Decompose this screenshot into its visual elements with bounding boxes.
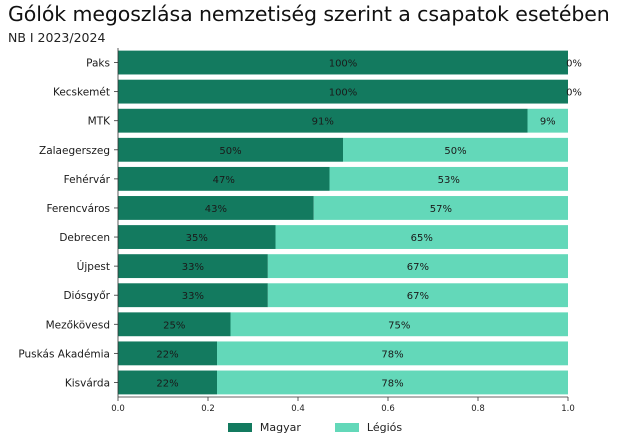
x-tick-label: 1.0: [561, 404, 575, 414]
bar-segment-legios: [527, 108, 568, 133]
bar-segment-legios: [275, 225, 568, 249]
category-label: Zalaegerszeg: [39, 145, 110, 157]
bar-segment-legios: [267, 254, 568, 279]
bar-segment-legios: [343, 137, 568, 162]
data-label: 67%: [407, 291, 429, 302]
data-label: 22%: [156, 378, 178, 389]
x-tick-label: 0.0: [111, 404, 125, 414]
legend-label-magyar: Magyar: [259, 421, 301, 434]
data-label: 53%: [438, 175, 460, 186]
bar-segment-magyar: [118, 137, 343, 162]
chart-subtitle: NB I 2023/2024: [8, 30, 106, 45]
legend-item-magyar: Magyar: [227, 421, 301, 434]
data-label: 43%: [205, 204, 227, 215]
bar-segment-legios: [267, 283, 568, 308]
category-label: Kecskemét: [53, 87, 110, 99]
bar-segment-magyar: [118, 50, 568, 75]
bar-segment-legios: [217, 370, 568, 395]
category-label: Mezőkövesd: [46, 319, 110, 331]
data-label: 67%: [407, 262, 429, 273]
legend-item-legios: Légiós: [334, 421, 403, 434]
data-label: 91%: [312, 117, 334, 128]
legend-swatch-magyar: [227, 423, 252, 432]
x-tick-label: 0.8: [471, 404, 485, 414]
data-label: 9%: [540, 117, 556, 128]
x-tick-label: 0.2: [201, 404, 215, 414]
bar-segment-magyar: [118, 225, 276, 249]
category-label: Kisvárda: [65, 377, 110, 389]
bar-segment-magyar: [118, 196, 314, 220]
data-label: 78%: [381, 378, 403, 389]
data-label: 0%: [566, 88, 582, 99]
data-label: 75%: [388, 320, 410, 331]
data-label: 100%: [329, 59, 358, 70]
category-label: Debrecen: [59, 232, 110, 244]
x-tick-label: 0.6: [381, 404, 395, 414]
data-label: 35%: [186, 233, 208, 244]
data-label: 50%: [444, 146, 466, 157]
chart-title: Gólók megoszlása nemzetiség szerint a cs…: [8, 2, 610, 26]
bar-segment-magyar: [118, 283, 268, 308]
data-label: 78%: [381, 349, 403, 360]
data-label: 33%: [182, 262, 204, 273]
bar-segment-magyar: [118, 254, 268, 279]
category-label: Diósgyőr: [63, 290, 110, 302]
category-label: Puskás Akadémia: [18, 348, 110, 360]
data-label: 100%: [329, 88, 358, 99]
category-label: MTK: [88, 116, 111, 128]
bar-segment-magyar: [118, 108, 528, 133]
category-label: Ferencváros: [46, 203, 110, 215]
bar-segment-magyar: [118, 312, 231, 337]
bar-segment-legios: [217, 341, 568, 366]
category-label: Fehérvár: [64, 174, 111, 186]
category-label: Újpest: [77, 260, 110, 273]
legend: Magyar Légiós: [0, 421, 630, 434]
data-label: 33%: [182, 291, 204, 302]
legend-label-legios: Légiós: [366, 421, 403, 434]
data-label: 47%: [213, 175, 235, 186]
x-tick-label: 0.4: [291, 404, 305, 414]
bar-segment-magyar: [118, 370, 217, 395]
data-label: 57%: [430, 204, 452, 215]
category-label: Paks: [86, 58, 110, 70]
bar-segment-legios: [230, 312, 568, 337]
bar-segment-legios: [329, 166, 568, 191]
data-label: 22%: [156, 349, 178, 360]
bar-segment-magyar: [118, 79, 568, 104]
data-label: 50%: [219, 146, 241, 157]
bar-segment-legios: [313, 196, 568, 220]
legend-swatch-legios: [334, 423, 359, 432]
data-label: 25%: [163, 320, 185, 331]
data-label: 0%: [566, 59, 582, 70]
bar-segment-magyar: [118, 341, 217, 366]
data-label: 65%: [411, 233, 433, 244]
bar-segment-magyar: [118, 166, 330, 191]
